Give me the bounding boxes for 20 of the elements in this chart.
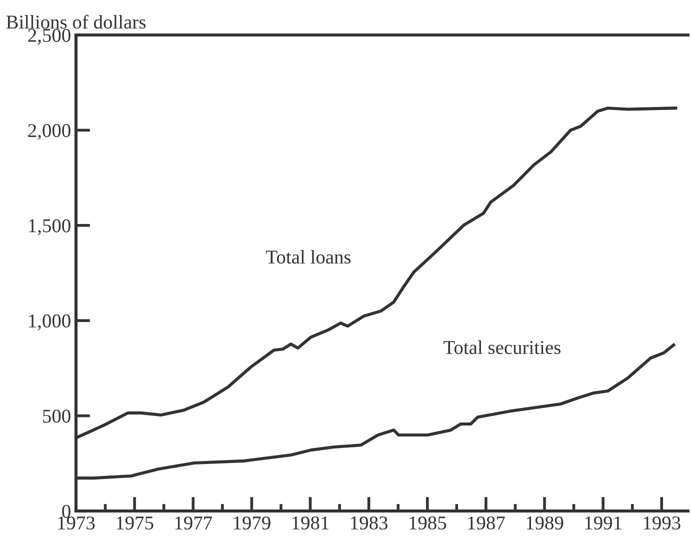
y-tick-label: 2,000 <box>28 124 70 140</box>
x-tick-label: 1973 <box>58 516 95 530</box>
x-tick-label: 1993 <box>644 516 680 530</box>
y-tick-label: 0 <box>62 504 70 518</box>
y-tick-label: 1,000 <box>29 314 70 330</box>
x-tick-label: 1977 <box>175 516 212 530</box>
x-tick-label: 1983 <box>351 516 388 530</box>
y-tick-label: 500 <box>43 410 70 423</box>
x-tick-label: 1991 <box>585 516 622 530</box>
y-tick-label: 1,500 <box>29 219 70 236</box>
y-tick-label: 2,500 <box>28 28 70 45</box>
text: Total securities <box>444 340 560 354</box>
x-tick-label: 1987 <box>468 516 505 530</box>
x-tick-label: 1989 <box>526 516 564 530</box>
x-tick-label: 1975 <box>116 516 154 530</box>
x-tick-label: 1981 <box>292 516 329 530</box>
x-tick-label: 1985 <box>410 516 446 530</box>
text: Total loans <box>266 250 351 264</box>
y-axis-title: Billions of dollars <box>6 14 146 29</box>
x-tick-label: 1979 <box>234 516 270 530</box>
